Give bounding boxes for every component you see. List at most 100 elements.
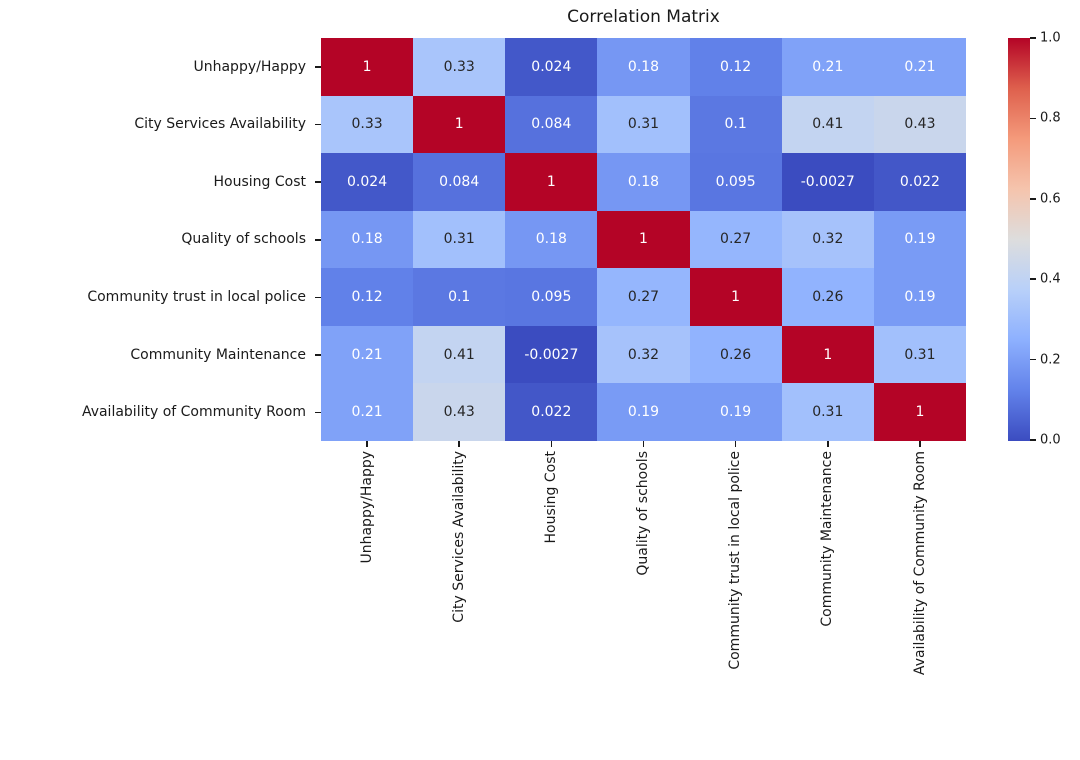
colorbar	[1008, 38, 1030, 441]
heatmap-cell: 0.21	[873, 38, 966, 96]
x-tick-label-cell: Community trust in local police	[690, 451, 782, 756]
x-tick-label: City Services Availability	[450, 451, 467, 623]
x-tick-label: Availability of Community Room	[911, 451, 928, 676]
y-tick-label: Unhappy/Happy	[193, 58, 306, 75]
chart-title: Correlation Matrix	[567, 7, 720, 27]
colorbar-tick-label: 0.6	[1040, 191, 1061, 207]
heatmap-cell: 0.024	[321, 153, 414, 211]
heatmap-cell: 0.18	[321, 210, 414, 269]
colorbar-tick	[1030, 278, 1036, 280]
heatmap-cell: -0.0027	[781, 153, 874, 211]
x-tick-label-cell: City Services Availability	[413, 451, 505, 756]
heatmap-cell: 0.19	[873, 268, 966, 326]
heatmap-cell: 0.1	[413, 268, 506, 326]
x-axis-tick	[919, 441, 921, 447]
heatmap-cell: 0.022	[873, 153, 966, 211]
y-axis-tick	[315, 296, 321, 299]
heatmap-cell: 1	[689, 268, 782, 326]
y-tick-label: Housing Cost	[213, 173, 306, 190]
x-tick-label: Community Maintenance	[819, 451, 836, 627]
colorbar-tick-label: 0.4	[1040, 271, 1061, 287]
x-tick-label-cell: Unhappy/Happy	[321, 451, 413, 756]
x-tick-label-cell: Community Maintenance	[782, 451, 874, 756]
x-axis-tick	[366, 441, 368, 447]
heatmap-cell: 0.32	[597, 325, 690, 384]
heatmap-grid: 1 0.33 0.024 0.18 0.12 0.21 0.21 0.33 1 0.084 0.31…	[321, 38, 966, 441]
heatmap-cell: 0.27	[689, 210, 782, 269]
heatmap-cell: 0.024	[505, 38, 598, 96]
heatmap-cell: 0.43	[413, 383, 506, 441]
heatmap-cell: 0.33	[321, 95, 414, 154]
y-tick-label: Availability of Community Room	[81, 404, 306, 421]
heatmap-cell: 0.18	[505, 210, 598, 269]
x-axis-tick	[458, 441, 460, 447]
heatmap-cell: 0.41	[781, 95, 874, 154]
heatmap-cell: 1	[413, 95, 506, 154]
x-axis-tick	[734, 441, 737, 447]
heatmap-cell: 1	[781, 325, 874, 384]
colorbar-tick	[1030, 117, 1036, 120]
x-tick-label: Unhappy/Happy	[358, 451, 375, 564]
colorbar-tick	[1030, 37, 1036, 39]
x-axis-tick	[827, 441, 829, 447]
heatmap-cell: 0.095	[689, 153, 782, 211]
y-axis-tick	[315, 181, 321, 183]
y-tick-label: Community trust in local police	[87, 289, 306, 306]
y-tick-label: Community Maintenance	[130, 346, 306, 363]
heatmap-cell: 0.1	[689, 95, 782, 154]
colorbar-tick-label: 0.0	[1040, 432, 1061, 448]
heatmap-cell: 0.19	[873, 210, 966, 269]
x-tick-label-cell: Availability of Community Room	[874, 451, 966, 756]
colorbar-tick	[1030, 439, 1036, 441]
heatmap-cell: 0.19	[597, 383, 690, 441]
colorbar-tick	[1030, 198, 1036, 200]
x-tick-label: Quality of schools	[635, 451, 652, 576]
heatmap-cell: 0.022	[505, 383, 598, 441]
x-tick-label: Housing Cost	[542, 451, 559, 544]
colorbar-tick-label: 0.2	[1040, 352, 1061, 368]
heatmap-cell: 0.21	[321, 325, 414, 384]
heatmap-cell: 0.18	[597, 153, 690, 211]
y-axis-tick	[315, 123, 321, 126]
heatmap-cell: 0.084	[413, 153, 506, 211]
x-tick-label-cell: Quality of schools	[597, 451, 689, 756]
heatmap-cell: 0.41	[413, 325, 506, 384]
colorbar-tick-label: 0.8	[1040, 110, 1061, 126]
x-axis-tick	[550, 441, 553, 447]
heatmap-cell: 0.43	[873, 95, 966, 154]
heatmap-cell: 0.26	[781, 268, 874, 326]
heatmap-cell: 1	[321, 38, 414, 96]
heatmap-cell: 0.27	[597, 268, 690, 326]
heatmap-cell: 0.33	[413, 38, 506, 96]
heatmap-cell: 0.21	[321, 383, 414, 441]
heatmap-cell: 1	[505, 153, 598, 211]
y-axis-tick	[315, 66, 321, 68]
colorbar-tick-label: 1.0	[1040, 30, 1061, 46]
heatmap-cell: 1	[597, 210, 690, 269]
heatmap-cell: 1	[873, 383, 966, 441]
heatmap-cell: 0.12	[321, 268, 414, 326]
y-axis-tick	[315, 411, 321, 414]
colorbar-tick	[1030, 358, 1036, 361]
heatmap-cell: 0.31	[873, 325, 966, 384]
heatmap-cell: -0.0027	[505, 325, 598, 384]
heatmap-cell: 0.31	[781, 383, 874, 441]
heatmap-cell: 0.084	[505, 95, 598, 154]
y-tick-label: Quality of schools	[181, 231, 306, 248]
heatmap-cell: 0.31	[413, 210, 506, 269]
heatmap-cell: 0.21	[781, 38, 874, 96]
y-axis-tick	[315, 239, 321, 241]
y-axis-labels: Unhappy/Happy City Services Availability H…	[0, 38, 315, 441]
heatmap-cell: 0.26	[689, 325, 782, 384]
heatmap-cell: 0.18	[597, 38, 690, 96]
y-tick-label: City Services Availability	[134, 116, 306, 133]
heatmap-cell: 0.31	[597, 95, 690, 154]
heatmap-cell: 0.32	[781, 210, 874, 269]
heatmap-cell: 0.12	[689, 38, 782, 96]
heatmap-cell: 0.095	[505, 268, 598, 326]
heatmap-cell: 0.19	[689, 383, 782, 441]
x-tick-label-cell: Housing Cost	[505, 451, 597, 756]
y-axis-tick	[315, 354, 321, 356]
x-tick-label: Community trust in local police	[727, 451, 744, 670]
